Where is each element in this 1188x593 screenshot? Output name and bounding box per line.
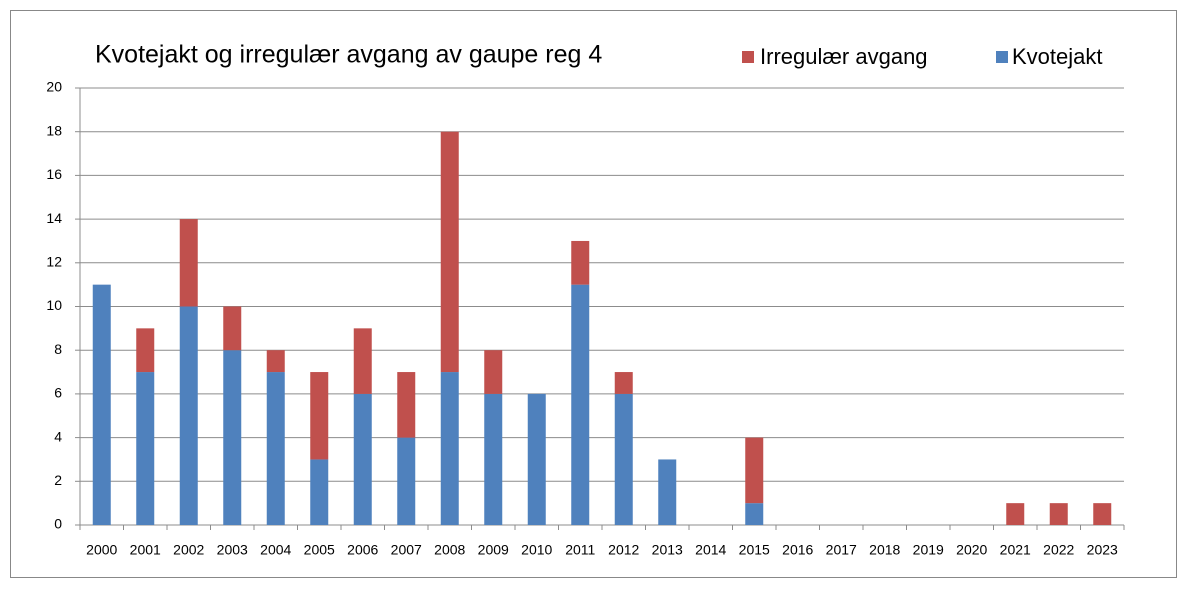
x-tick-label: 2006 xyxy=(347,542,378,558)
y-tick-label: 18 xyxy=(46,122,62,138)
x-tick-label: 2000 xyxy=(86,542,117,558)
x-tick-label: 2008 xyxy=(434,542,465,558)
bar-segment xyxy=(266,350,285,373)
bar-segment xyxy=(484,393,503,525)
x-tick-label: 2003 xyxy=(217,542,248,558)
y-tick-label: 8 xyxy=(54,341,62,357)
x-tick-label: 2005 xyxy=(304,542,335,558)
bar-segment xyxy=(223,350,242,525)
x-tick-label: 2022 xyxy=(1043,542,1074,558)
x-tick-label: 2016 xyxy=(782,542,813,558)
x-tick-label: 2009 xyxy=(478,542,509,558)
bar-segment xyxy=(571,284,590,525)
bar-segment xyxy=(571,240,590,285)
bar-segment xyxy=(745,437,764,504)
y-tick-label: 20 xyxy=(46,79,62,95)
x-tick-label: 2019 xyxy=(913,542,944,558)
legend-swatch xyxy=(996,51,1008,63)
bar-segment xyxy=(614,372,633,394)
y-tick-label: 0 xyxy=(54,516,62,532)
bar-segment xyxy=(658,459,677,525)
x-tick-label: 2004 xyxy=(260,542,291,558)
x-tick-label: 2013 xyxy=(652,542,683,558)
x-tick-label: 2014 xyxy=(695,542,726,558)
chart-title: Kvotejakt og irregulær avgang av gaupe r… xyxy=(95,41,602,69)
bar-segment xyxy=(614,393,633,525)
x-tick-label: 2011 xyxy=(565,542,595,558)
x-tick-label: 2017 xyxy=(826,542,857,558)
y-tick-label: 14 xyxy=(46,210,62,226)
bar-segment xyxy=(92,284,111,525)
bar-segment xyxy=(266,372,285,525)
bar-segment xyxy=(353,393,372,525)
bar-segment xyxy=(136,328,155,373)
bar-segment xyxy=(440,131,459,373)
bar-segment xyxy=(179,219,198,307)
chart-border xyxy=(10,10,1177,578)
x-tick-label: 2002 xyxy=(173,542,204,558)
bar-segment xyxy=(136,372,155,525)
x-tick-label: 2023 xyxy=(1087,542,1118,558)
bar-segment xyxy=(179,306,198,525)
y-tick-label: 2 xyxy=(54,472,62,488)
bar-segment xyxy=(440,372,459,525)
bar-segment xyxy=(1049,503,1068,525)
bar-segment xyxy=(397,437,416,525)
bar-segment xyxy=(484,350,503,394)
x-tick-label: 2018 xyxy=(869,542,900,558)
y-tick-label: 12 xyxy=(46,254,62,270)
bar-segment xyxy=(1006,503,1025,525)
y-tick-label: 10 xyxy=(46,297,62,313)
bar-segment xyxy=(310,459,329,525)
legend-label: Kvotejakt xyxy=(1012,44,1103,69)
y-tick-label: 6 xyxy=(54,385,62,401)
x-tick-label: 2015 xyxy=(739,542,770,558)
bar-segment xyxy=(745,503,764,525)
x-tick-label: 2010 xyxy=(521,542,552,558)
legend-swatch xyxy=(742,51,754,63)
bar-segment xyxy=(527,393,546,525)
x-tick-label: 2001 xyxy=(130,542,161,558)
x-tick-label: 2021 xyxy=(1000,542,1031,558)
bar-segment xyxy=(310,372,329,460)
y-tick-label: 16 xyxy=(46,166,62,182)
bar-segment xyxy=(1093,503,1112,525)
y-tick-label: 4 xyxy=(54,428,62,444)
x-tick-label: 2012 xyxy=(608,542,639,558)
bar-segment xyxy=(223,306,242,351)
bar-segment xyxy=(397,372,416,438)
x-tick-label: 2007 xyxy=(391,542,422,558)
bar-segment xyxy=(353,328,372,394)
legend-label: Irregulær avgang xyxy=(760,44,928,69)
x-tick-label: 2020 xyxy=(956,542,987,558)
